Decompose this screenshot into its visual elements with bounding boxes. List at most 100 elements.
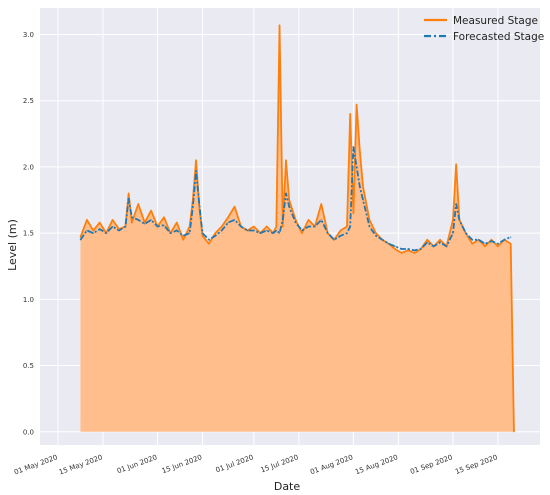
measured-stage-point (163, 216, 165, 218)
measured-stage-point (131, 221, 133, 224)
forecasted-stage-point (327, 232, 329, 234)
forecasted-stage-point (111, 225, 114, 228)
measured-stage-point (439, 239, 441, 241)
measured-stage-point (227, 216, 229, 218)
y-tick-label: 0.5 (23, 362, 34, 370)
forecasted-stage-point (368, 225, 371, 228)
forecasted-stage-point (413, 249, 416, 251)
forecasted-stage-point (510, 236, 512, 238)
x-tick-label: 01 Jul 2020 (215, 453, 255, 474)
measured-stage-point (201, 235, 204, 237)
measured-stage-point (128, 192, 130, 194)
y-axis-title: Level (m) (6, 219, 19, 271)
forecasted-stage-point (118, 229, 120, 232)
measured-stage-point (413, 252, 416, 254)
measured-stage-point (253, 225, 255, 228)
forecasted-stage-point (497, 243, 499, 245)
measured-stage-point (362, 186, 364, 188)
y-tick-label: 2.0 (23, 163, 34, 171)
forecasted-stage-point (356, 166, 358, 168)
measured-stage-point (356, 104, 358, 106)
x-tick-label: 15 Aug 2020 (354, 453, 399, 476)
y-tick-label: 2.5 (23, 97, 34, 105)
forecasted-stage-point (314, 225, 316, 228)
forecasted-stage-point (99, 228, 101, 230)
x-tick-label: 15 May 2020 (58, 453, 104, 476)
measured-stage-point (339, 229, 342, 232)
measured-stage-point (182, 239, 184, 241)
forecasted-stage-point (400, 248, 403, 250)
forecasted-stage-point (375, 235, 377, 237)
forecasted-stage-point (455, 203, 457, 205)
forecasted-stage-point (221, 229, 223, 232)
forecasted-stage-point (426, 241, 428, 243)
forecasted-stage-point (352, 146, 354, 148)
forecasted-stage-point (240, 225, 242, 228)
x-tick-labels: 01 May 2020 15 May 2020 01 Jun 2020 15 Jun … (13, 453, 499, 476)
x-tick-label: 15 Sep 2020 (454, 453, 498, 476)
forecasted-stage-point (484, 243, 486, 245)
x-tick-label: 01 Sep 2020 (409, 453, 453, 476)
y-tick-label: 1.5 (23, 230, 34, 238)
forecasted-stage-point (359, 186, 361, 188)
forecasted-stage-point (131, 216, 133, 218)
y-tick-label: 1.0 (23, 296, 34, 304)
legend: Measured Stage Forecasted Stage (424, 15, 544, 43)
forecasted-stage-point (420, 248, 422, 250)
x-tick-label: 15 Jul 2020 (260, 453, 300, 474)
measured-stage-point (359, 150, 361, 152)
measured-stage-point (144, 221, 146, 224)
measured-stage-point (189, 225, 191, 228)
measured-stage-point (407, 249, 409, 251)
measured-stage-point (426, 239, 428, 241)
forecasted-stage-point (407, 248, 409, 250)
measured-stage-point (352, 212, 354, 214)
forecasted-stage-point (163, 224, 165, 226)
forecasted-stage-point (285, 192, 287, 194)
legend-forecast-label: Forecasted Stage (453, 31, 544, 43)
measured-stage-point (99, 221, 101, 224)
forecasted-stage-point (156, 225, 159, 228)
forecasted-stage-point (433, 245, 435, 247)
forecasted-stage-point (195, 170, 197, 172)
measured-stage-point (79, 236, 82, 238)
measured-stage-point (195, 159, 197, 161)
forecasted-stage-point (176, 229, 178, 232)
forecasted-stage-point (227, 221, 229, 224)
measured-stage-point (176, 221, 178, 224)
y-tick-labels: 0.0 0.5 1.0 1.5 2.0 2.5 3.0 (23, 31, 34, 436)
measured-stage-fill (80, 25, 514, 432)
measured-stage-point (510, 243, 512, 245)
forecasted-stage-point (198, 203, 200, 205)
forecasted-stage-point (272, 232, 274, 234)
forecasted-stage-point (445, 245, 448, 247)
forecasted-stage-point (275, 229, 277, 232)
forecasted-stage-point (388, 243, 390, 245)
measured-stage-point (150, 210, 152, 212)
forecasted-stage-point (503, 239, 505, 241)
forecasted-stage-point (189, 232, 191, 234)
series-lines (79, 24, 515, 433)
measured-stage-point (349, 113, 351, 115)
forecasted-stage-point (295, 221, 297, 224)
x-tick-label: 01 Aug 2020 (309, 453, 354, 476)
measured-stage-point (375, 232, 377, 234)
forecasted-stage-point (458, 219, 460, 221)
forecasted-stage-point (253, 229, 255, 232)
forecasted-stage-point (439, 241, 441, 243)
forecasted-stage-point (381, 239, 383, 241)
y-tick-label: 3.0 (23, 31, 34, 39)
measured-stage-point (192, 199, 194, 201)
forecasted-stage-point (201, 232, 204, 234)
forecasted-stage-point (307, 225, 310, 228)
x-tick-label: 15 Jun 2020 (161, 453, 203, 475)
measured-stage-point (221, 225, 223, 228)
measured-stage-point (400, 252, 403, 254)
measured-stage-point (137, 203, 139, 205)
measured-stage-point (234, 206, 236, 208)
measured-stage-point (490, 239, 493, 241)
forecasted-stage-point (128, 198, 130, 200)
measured-stage-point (320, 203, 322, 205)
forecasted-stage-point (124, 225, 127, 228)
